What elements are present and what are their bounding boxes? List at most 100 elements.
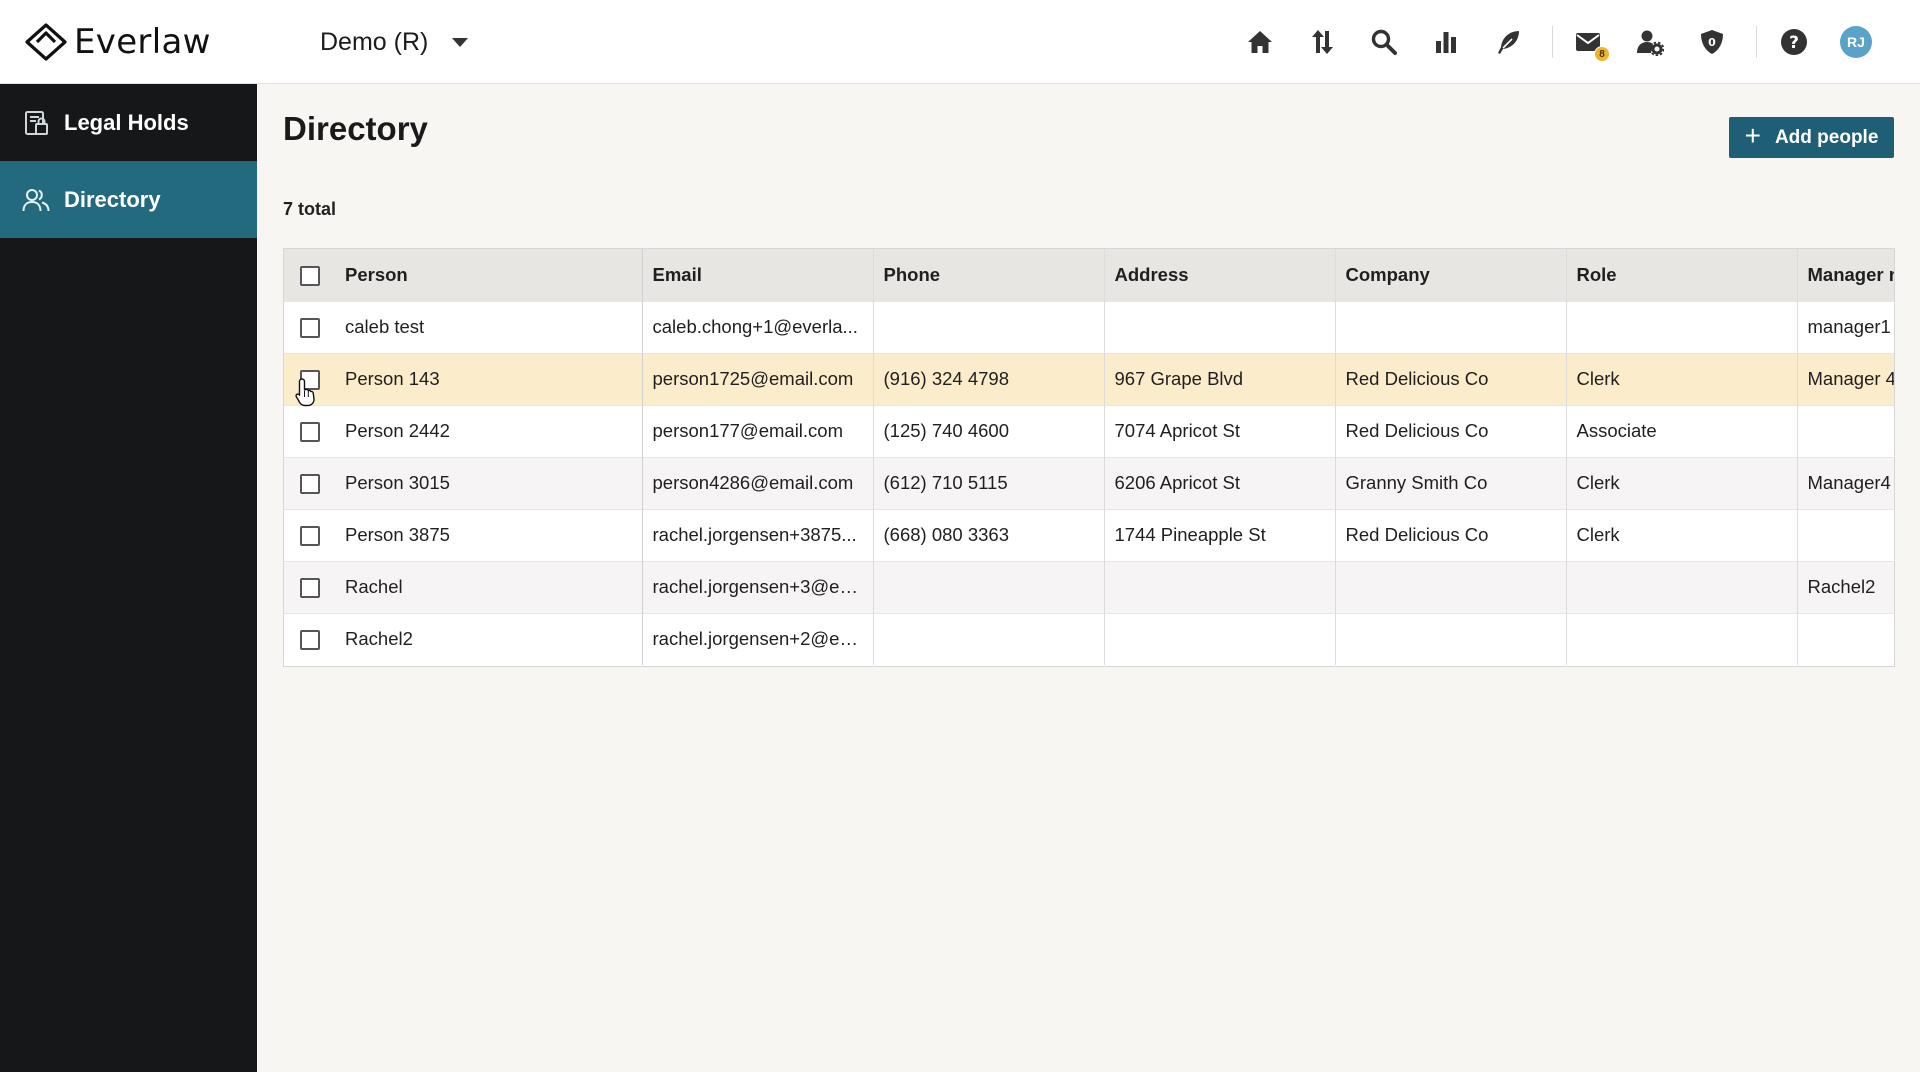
home-icon (1248, 31, 1272, 53)
row-select-cell (284, 456, 335, 509)
row-checkbox[interactable] (299, 422, 320, 443)
cell-phone: (612) 710 5115 (873, 456, 1105, 509)
cell-phone: (916) 324 4798 (873, 352, 1105, 405)
storybuilder-button[interactable] (1490, 24, 1526, 60)
cell-email: rachel.jorgensen+3875... (642, 508, 874, 561)
sidebar: Legal Holds Directory (0, 84, 257, 1072)
row-checkbox[interactable] (299, 370, 320, 391)
diamond-logo-icon (25, 23, 67, 61)
legal-holds-icon (25, 110, 48, 135)
sidebar-item-label: Legal Holds (64, 109, 189, 135)
cell-email: caleb.chong+1@everla... (642, 300, 874, 353)
cell-address: 6206 Apricot St (1104, 456, 1336, 509)
row-select-cell (284, 404, 335, 457)
cell-phone (873, 300, 1105, 353)
row-select-cell (284, 560, 335, 613)
page-title: Directory (283, 110, 428, 147)
cell-phone: (668) 080 3363 (873, 508, 1105, 561)
cell-manager: Manager4 (1797, 456, 1894, 509)
nav-icons: 8 0 ? RJ (1220, 0, 1920, 84)
help-button[interactable]: ? (1776, 24, 1812, 60)
column-header-role[interactable]: Role (1566, 249, 1798, 301)
cell-person: Person 2442 (335, 404, 643, 457)
nav-divider (1552, 26, 1553, 58)
column-header-company[interactable]: Company (1335, 249, 1567, 301)
cell-address (1104, 612, 1336, 665)
logo-text: Everlaw (74, 22, 211, 62)
cell-role: Clerk (1566, 352, 1798, 405)
sort-button[interactable] (1304, 24, 1340, 60)
row-checkbox[interactable] (299, 318, 320, 339)
cell-phone: (125) 740 4600 (873, 404, 1105, 457)
cell-role (1566, 300, 1798, 353)
table-row[interactable]: caleb test caleb.chong+1@everla... manag… (284, 300, 1894, 353)
row-checkbox[interactable] (299, 474, 320, 495)
sort-icon (1312, 30, 1333, 54)
cell-manager (1797, 612, 1894, 665)
home-button[interactable] (1242, 24, 1278, 60)
cell-company: Granny Smith Co (1335, 456, 1567, 509)
sidebar-item-label: Directory (64, 186, 161, 212)
avatar: RJ (1840, 26, 1872, 58)
cell-phone (873, 612, 1105, 665)
search-button[interactable] (1366, 24, 1402, 60)
table-row[interactable]: Rachel2 rachel.jorgensen+2@ev... (284, 612, 1894, 665)
row-select-cell (284, 612, 335, 665)
help-icon: ? (1781, 29, 1807, 55)
cell-role (1566, 612, 1798, 665)
cell-role: Clerk (1566, 508, 1798, 561)
cell-address (1104, 300, 1336, 353)
project-name: Demo (R) (320, 27, 429, 56)
cell-email: person4286@email.com (642, 456, 874, 509)
user-settings-icon (1637, 30, 1664, 56)
column-header-email[interactable]: Email (642, 249, 874, 301)
select-all-checkbox[interactable] (299, 265, 320, 286)
messages-button[interactable]: 8 (1570, 24, 1610, 62)
table-row[interactable]: Rachel rachel.jorgensen+3@ev... Rachel2 (284, 560, 1894, 613)
cell-email: person1725@email.com (642, 352, 874, 405)
add-people-button[interactable]: + Add people (1729, 117, 1894, 158)
select-all-cell (284, 249, 335, 301)
row-checkbox[interactable] (299, 578, 320, 599)
table-row[interactable]: Person 2442 person177@email.com (125) 74… (284, 404, 1894, 457)
mail-badge: 8 (1594, 46, 1610, 62)
column-header-address[interactable]: Address (1104, 249, 1336, 301)
table-row[interactable]: Person 3875 rachel.jorgensen+3875... (66… (284, 508, 1894, 561)
cell-person: caleb test (335, 300, 643, 353)
cell-person: Person 143 (335, 352, 643, 405)
total-count: 7 total (283, 199, 337, 219)
user-menu-button[interactable]: RJ (1838, 24, 1874, 60)
everlaw-logo[interactable]: Everlaw (24, 20, 211, 64)
row-select-cell (284, 508, 335, 561)
row-checkbox[interactable] (299, 630, 320, 651)
row-checkbox[interactable] (299, 526, 320, 547)
user-settings-button[interactable] (1632, 24, 1668, 60)
column-header-person[interactable]: Person (335, 249, 643, 301)
cell-company (1335, 300, 1567, 353)
project-selector[interactable]: Demo (R) (320, 22, 469, 62)
sidebar-item-directory[interactable]: Directory (0, 161, 257, 238)
shield-badge: 0 (1708, 36, 1716, 49)
cell-role (1566, 560, 1798, 613)
cell-email: rachel.jorgensen+3@ev... (642, 560, 874, 613)
security-button[interactable]: 0 (1694, 24, 1730, 60)
table-row[interactable]: Person 3015 person4286@email.com (612) 7… (284, 456, 1894, 509)
cell-company (1335, 612, 1567, 665)
people-icon (22, 188, 50, 211)
add-people-label: Add people (1774, 126, 1879, 148)
chevron-down-icon (452, 37, 469, 47)
main-content: Directory + Add people 7 total Person Em… (257, 84, 1920, 1072)
table-row[interactable]: Person 143 person1725@email.com (916) 32… (284, 352, 1894, 405)
analytics-button[interactable] (1428, 24, 1464, 60)
cell-manager: Manager 4 (1797, 352, 1894, 405)
row-select-cell (284, 352, 335, 405)
sidebar-item-legal-holds[interactable]: Legal Holds (0, 84, 257, 161)
cell-role: Clerk (1566, 456, 1798, 509)
top-bar: Everlaw Demo (R) 8 0 (0, 0, 1920, 84)
cell-email: person177@email.com (642, 404, 874, 457)
column-header-phone[interactable]: Phone (873, 249, 1105, 301)
column-header-manager[interactable]: Manager name (1797, 249, 1894, 301)
directory-table: Person Email Phone Address Company Role … (283, 248, 1895, 667)
feather-icon (1498, 31, 1519, 54)
cell-manager (1797, 508, 1894, 561)
